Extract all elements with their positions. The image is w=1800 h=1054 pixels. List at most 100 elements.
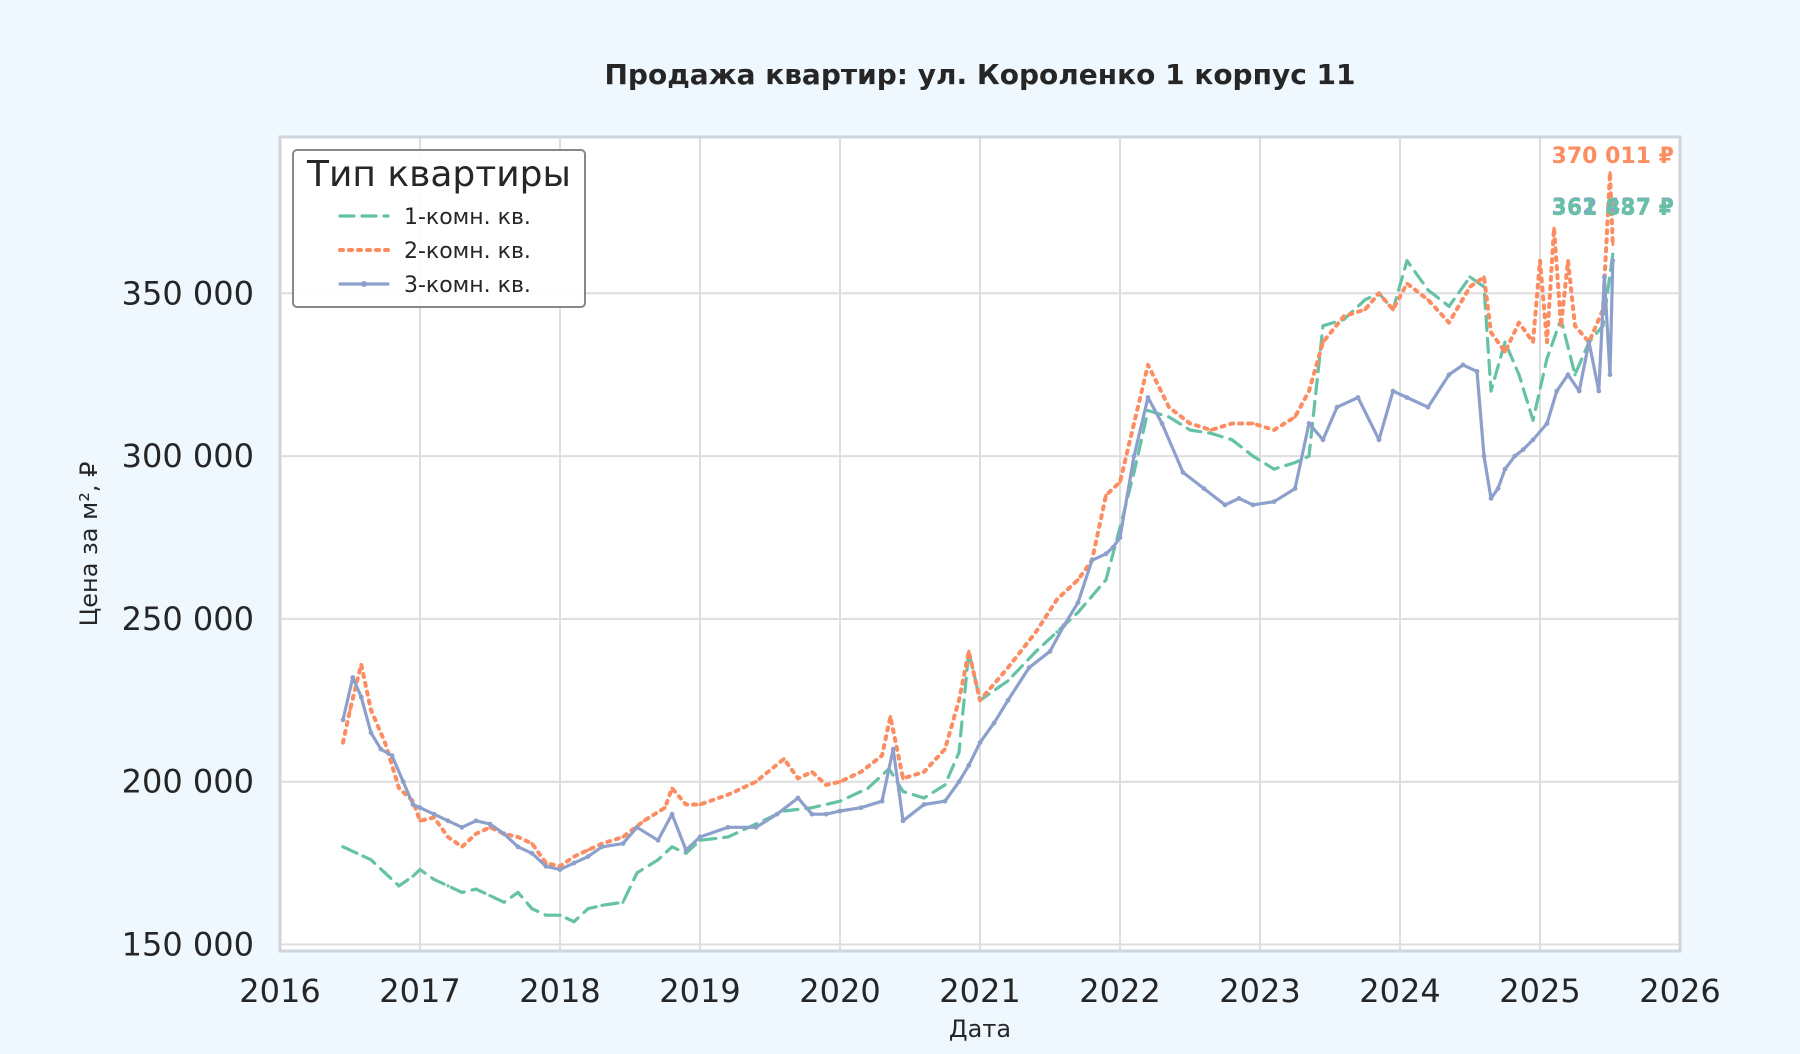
data-point: [350, 675, 356, 680]
data-point: [890, 746, 896, 752]
data-point: [1488, 496, 1494, 501]
data-point: [1573, 324, 1577, 328]
data-point: [942, 798, 948, 804]
data-point: [753, 824, 759, 830]
data-point: [431, 811, 437, 817]
legend-item: 1-комн. кв.: [338, 205, 531, 230]
data-point: [1468, 285, 1472, 289]
data-point: [621, 835, 625, 839]
data-point: [663, 806, 667, 810]
data-point: [1293, 461, 1297, 465]
data-point: [1426, 298, 1430, 302]
data-point: [1611, 242, 1615, 246]
data-point: [369, 708, 373, 712]
data-point: [600, 842, 604, 846]
data-point: [1292, 486, 1298, 491]
data-point: [368, 730, 374, 736]
data-point: [1517, 321, 1521, 325]
chart-title: Продажа квартир: ул. Короленко 1 корпус …: [604, 58, 1355, 91]
data-point: [501, 831, 507, 837]
data-point: [921, 802, 927, 807]
data-point: [1104, 493, 1108, 497]
data-point: [1055, 597, 1059, 602]
x-tick-label: 2017: [379, 972, 460, 1010]
legend-title: Тип квартиры: [306, 154, 571, 195]
data-point: [1447, 321, 1451, 325]
data-point: [1538, 259, 1542, 263]
data-point: [642, 819, 646, 823]
data-point: [656, 858, 660, 862]
data-point: [1132, 470, 1136, 474]
data-point: [1167, 405, 1171, 409]
data-point: [866, 786, 870, 790]
data-point: [1425, 404, 1431, 410]
data-point: [340, 717, 346, 723]
data-point: [1531, 418, 1535, 422]
data-point: [1363, 298, 1367, 302]
x-tick-label: 2024: [1359, 972, 1440, 1010]
data-point: [1495, 486, 1501, 491]
data-point: [1468, 275, 1472, 279]
data-point: [901, 789, 905, 794]
data-point: [1559, 324, 1563, 328]
data-point: [1209, 431, 1213, 435]
data-point: [620, 841, 626, 846]
data-point: [487, 821, 493, 827]
data-point: [880, 754, 884, 758]
data-point: [1090, 594, 1094, 598]
data-point: [774, 811, 780, 817]
data-point: [1188, 421, 1192, 426]
legend: Тип квартиры 1-комн. кв. 2-комн. кв. 3-ком…: [292, 149, 586, 308]
end-value-labels: 370 011 ₽ 362 437 ₽361 887 ₽: [1552, 144, 1674, 221]
data-point: [1006, 666, 1010, 670]
data-point: [1611, 252, 1615, 256]
data-point: [417, 805, 423, 811]
data-point: [358, 694, 364, 700]
y-tick-label: 200 000: [122, 763, 254, 801]
data-point: [1531, 340, 1535, 344]
x-axis-label: Дата: [949, 1015, 1011, 1043]
data-point: [585, 854, 591, 859]
data-point: [1320, 437, 1326, 443]
data-point: [796, 776, 800, 781]
data-point: [1230, 421, 1234, 426]
data-point: [1145, 395, 1151, 400]
data-point: [1390, 388, 1396, 394]
data-point: [341, 741, 345, 745]
data-point: [557, 867, 563, 872]
data-point: [1006, 679, 1010, 683]
data-point: [977, 740, 983, 745]
data-point: [1545, 356, 1549, 360]
data-point: [397, 786, 401, 790]
data-point: [1222, 502, 1228, 508]
data-point: [1376, 437, 1382, 443]
data-point: [943, 747, 947, 751]
data-point: [1061, 623, 1067, 628]
data-point: [957, 750, 961, 755]
data-point: [1307, 454, 1311, 458]
data-point: [1076, 578, 1080, 582]
data-point: [1209, 428, 1213, 432]
x-tick-label: 2023: [1219, 972, 1300, 1010]
data-point: [1272, 467, 1276, 471]
data-point: [1460, 362, 1466, 368]
data-point: [418, 868, 422, 872]
data-point: [529, 850, 535, 856]
data-point: [1110, 544, 1116, 550]
data-point: [1293, 415, 1297, 419]
y-tick-label: 300 000: [122, 437, 254, 475]
data-point: [1047, 649, 1053, 654]
data-point: [900, 818, 906, 824]
data-point: [1426, 288, 1430, 292]
data-point: [901, 776, 905, 781]
data-point: [1517, 373, 1521, 377]
data-point: [1544, 421, 1550, 426]
data-point: [1251, 421, 1255, 426]
data-point: [1146, 363, 1150, 367]
x-tick-label: 2018: [519, 972, 600, 1010]
data-point: [1342, 314, 1346, 318]
data-point: [1520, 447, 1526, 452]
data-point: [684, 851, 688, 855]
